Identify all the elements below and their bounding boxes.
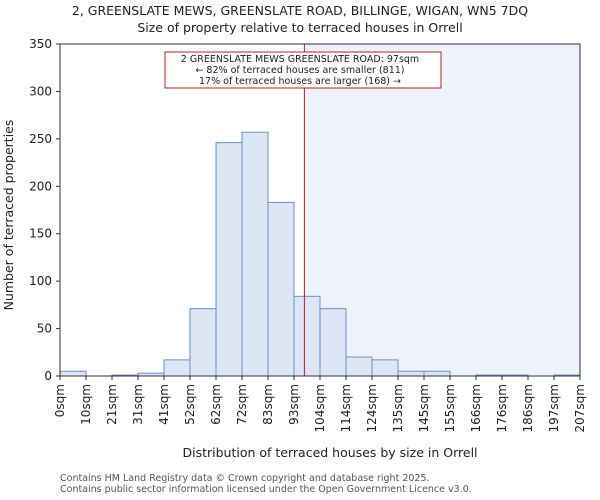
x-tick-label: 31sqm: [131, 384, 145, 425]
x-tick-label: 155sqm: [443, 384, 457, 432]
x-tick-label: 124sqm: [365, 384, 379, 432]
x-tick-label: 72sqm: [235, 384, 249, 425]
y-tick-label: 100: [29, 274, 52, 288]
bar-135sqm: [397, 370, 425, 377]
x-tick-label: 114sqm: [339, 384, 353, 432]
y-tick-label: 200: [29, 179, 52, 193]
y-axis: 0 50 100 150 200 250 300 350: [29, 37, 60, 383]
x-axis-label: Distribution of terraced houses by size …: [182, 445, 477, 460]
bar-41sqm: [163, 359, 191, 377]
x-tick-label: 207sqm: [573, 384, 587, 432]
x-tick-label: 104sqm: [313, 384, 327, 432]
chart-title: 2, GREENSLATE MEWS, GREENSLATE ROAD, BIL…: [72, 3, 528, 18]
x-tick-label: 186sqm: [521, 384, 535, 432]
bar-52sqm: [189, 308, 217, 377]
bar-114sqm: [345, 356, 373, 377]
x-tick-label: 0sqm: [53, 384, 67, 417]
footer-copyright: Contains HM Land Registry data © Crown c…: [60, 473, 430, 484]
x-tick-label: 10sqm: [79, 384, 93, 425]
x-axis: 0sqm 10sqm 21sqm 31sqm 41sqm 52sqm 62sqm 72sqm 8…: [53, 376, 587, 432]
bar-62sqm: [215, 142, 243, 377]
annotation-box: 2 GREENSLATE MEWS GREENSLATE ROAD: 97sqm…: [164, 51, 442, 89]
footer-licence: Contains public sector information licen…: [60, 484, 472, 495]
x-tick-label: 41sqm: [157, 384, 171, 425]
x-tick-label: 62sqm: [209, 384, 223, 425]
y-tick-label: 150: [29, 227, 52, 241]
y-tick-label: 50: [37, 322, 52, 336]
x-tick-label: 166sqm: [469, 384, 483, 432]
y-tick-label: 350: [29, 37, 52, 51]
bar-124sqm: [371, 359, 399, 377]
x-tick-label: 145sqm: [417, 384, 431, 432]
y-tick-label: 300: [29, 84, 52, 98]
x-tick-label: 21sqm: [105, 384, 119, 425]
x-tick-label: 135sqm: [391, 384, 405, 432]
bar-145sqm: [423, 370, 451, 377]
x-tick-label: 176sqm: [495, 384, 509, 432]
x-tick-label: 197sqm: [547, 384, 561, 432]
bars: [59, 131, 581, 377]
x-tick-label: 52sqm: [183, 384, 197, 425]
chart-subtitle: Size of property relative to terraced ho…: [137, 20, 462, 35]
y-axis-label: Number of terraced properties: [1, 120, 16, 311]
annotation-line-3: 17% of terraced houses are larger (168) …: [199, 76, 401, 87]
bar-93sqm: [293, 295, 321, 377]
bar-72sqm: [241, 131, 269, 377]
y-tick-label: 250: [29, 132, 52, 146]
x-tick-label: 93sqm: [287, 384, 301, 425]
annotation-line-2: ← 82% of terraced houses are smaller (81…: [195, 65, 404, 76]
annotation-line-1: 2 GREENSLATE MEWS GREENSLATE ROAD: 97sqm: [181, 54, 419, 65]
bar-83sqm: [267, 201, 295, 377]
x-tick-label: 83sqm: [261, 384, 275, 425]
bar-0sqm: [59, 370, 87, 377]
bar-104sqm: [319, 308, 347, 377]
y-tick-label: 0: [44, 369, 52, 383]
highlight-region: [304, 44, 580, 376]
